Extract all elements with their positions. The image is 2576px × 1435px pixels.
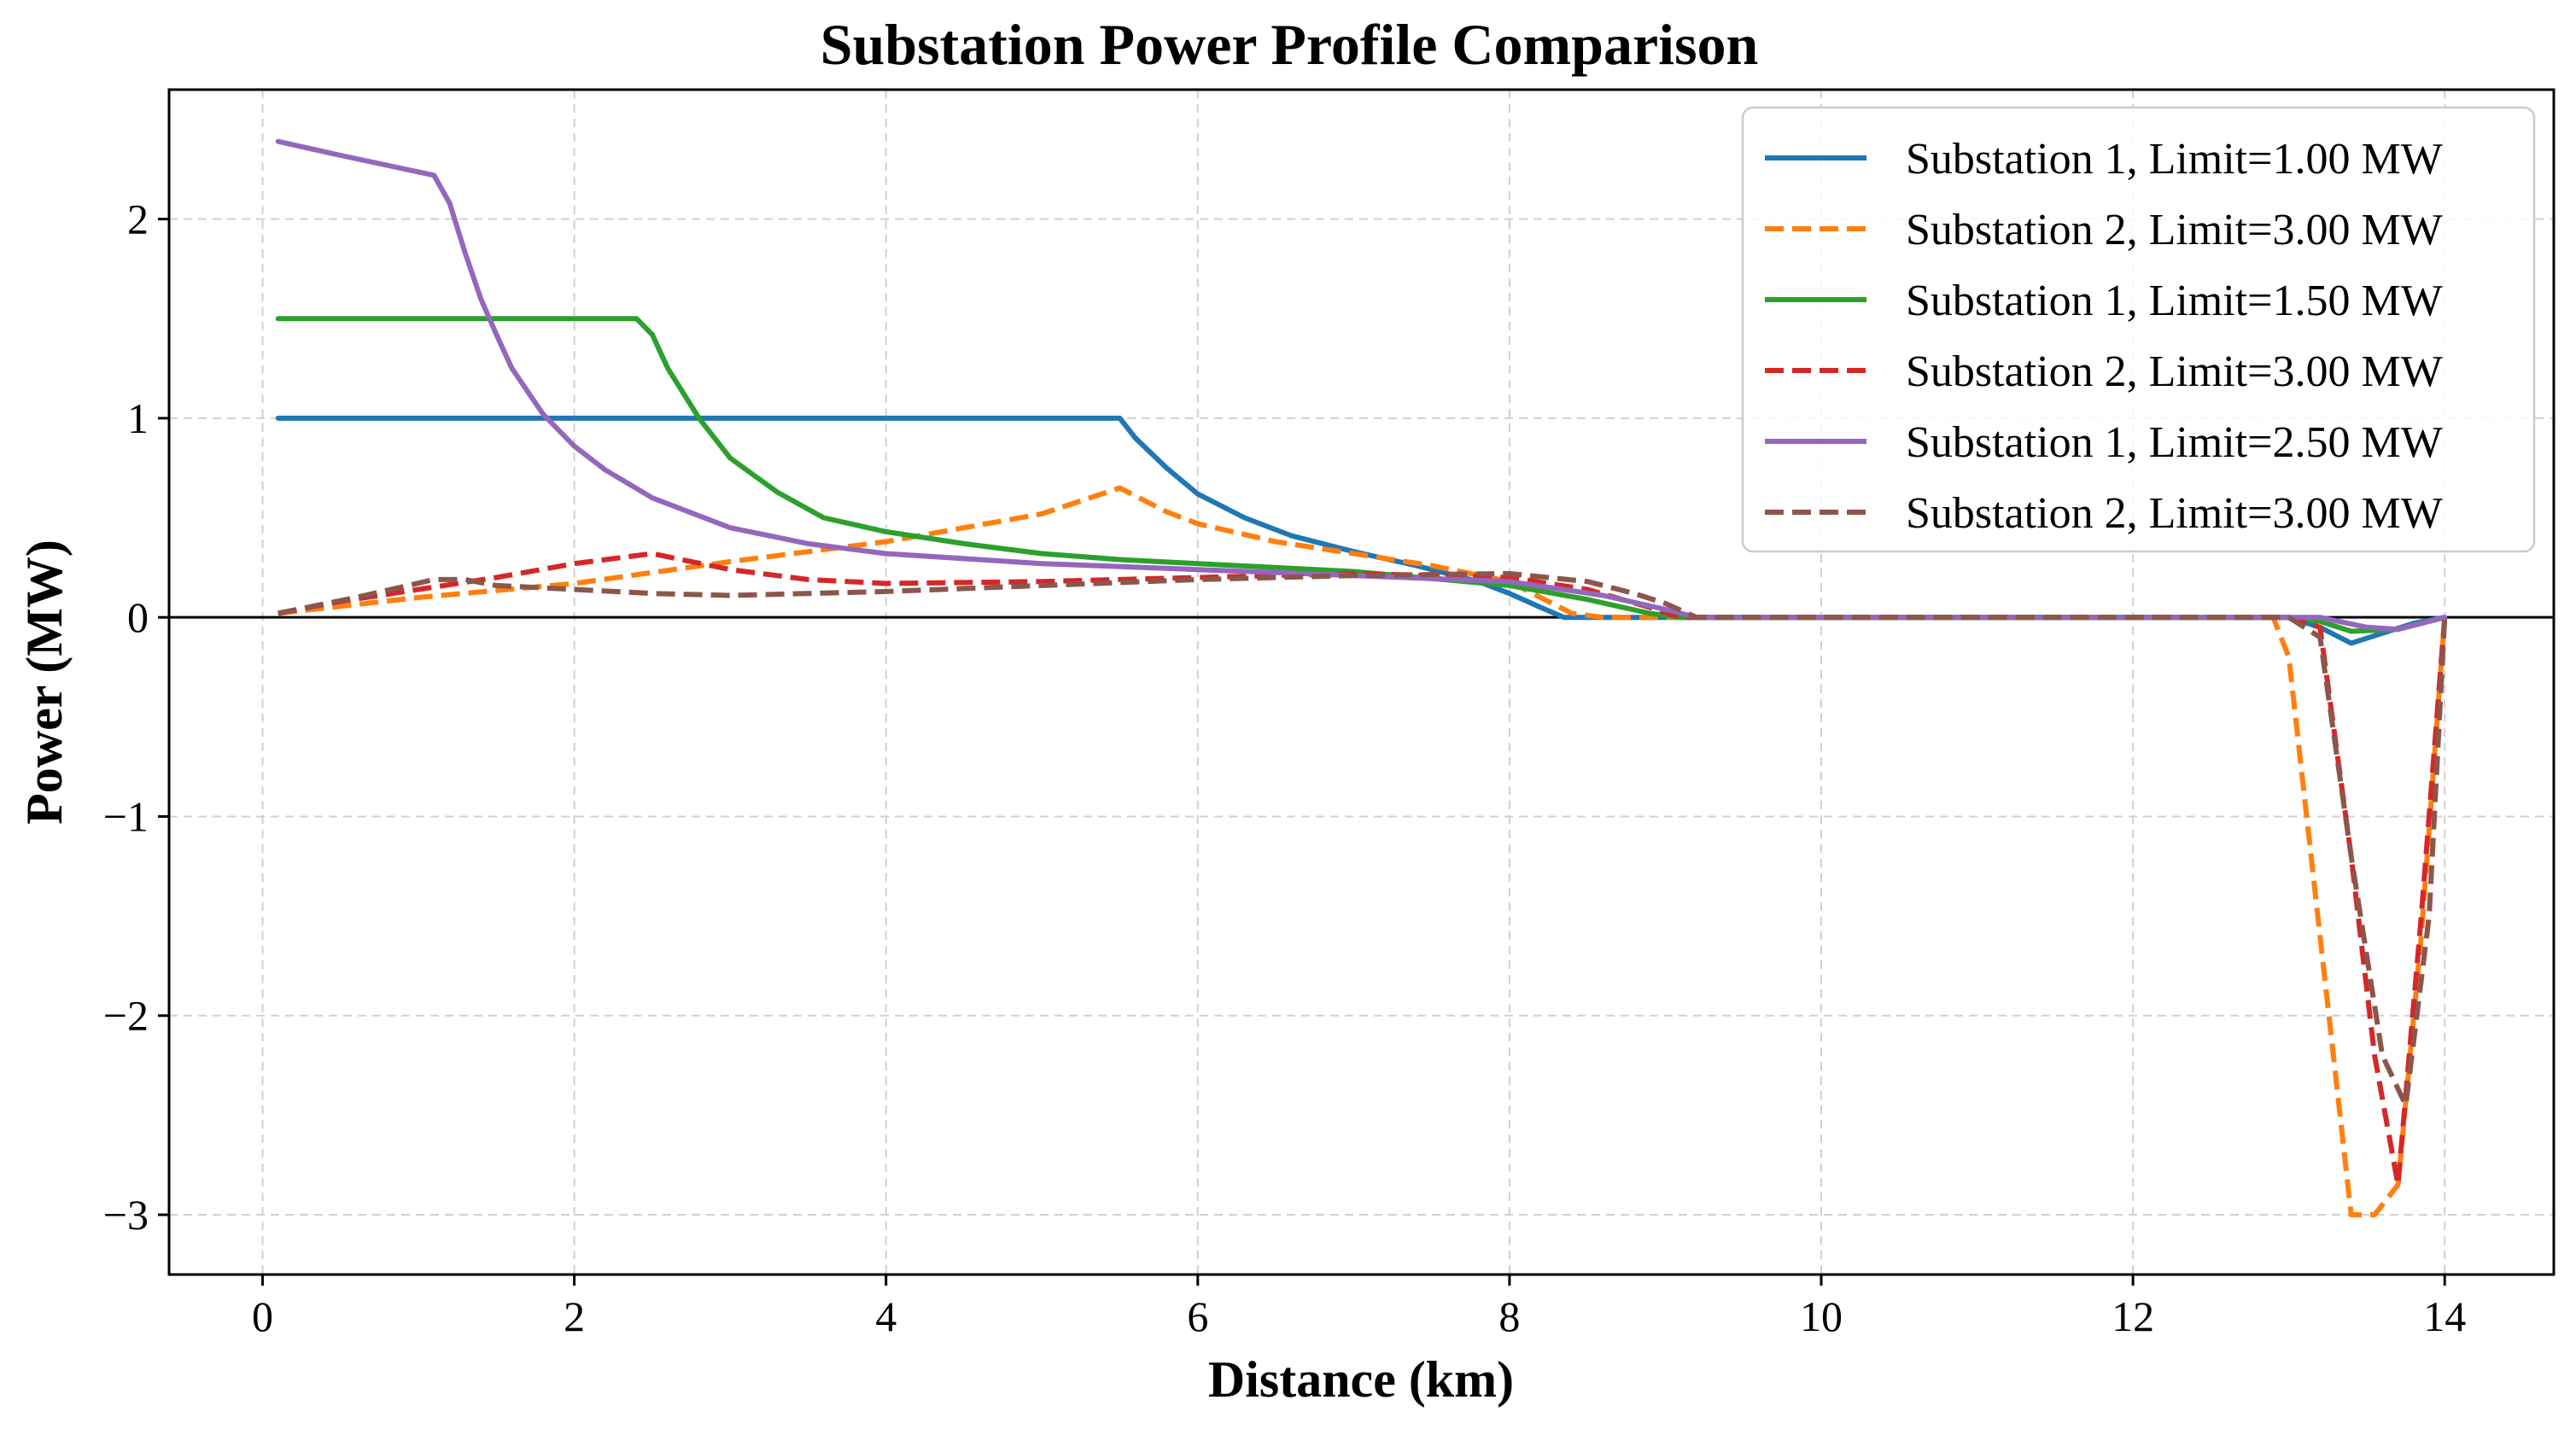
series-layer xyxy=(275,138,2448,1217)
y-tick-label: −1 xyxy=(103,792,149,840)
plot-frame xyxy=(167,88,2556,1276)
y-tick-label: 0 xyxy=(127,593,149,641)
x-axis-label: Distance (km) xyxy=(1208,1351,1514,1408)
y-tick-label: 1 xyxy=(127,394,149,442)
x-tick-label: 2 xyxy=(564,1292,585,1340)
legend-label-2: Substation 2, Limit=3.00 MW xyxy=(1906,206,2443,254)
x-tick-label: 8 xyxy=(1498,1292,1520,1340)
y-tick-label: 2 xyxy=(127,195,149,243)
legend-label-4: Substation 2, Limit=3.00 MW xyxy=(1906,347,2443,396)
y-tick-label: −3 xyxy=(103,1191,149,1239)
x-tick-label: 14 xyxy=(2423,1292,2466,1340)
legend-box xyxy=(1741,106,2536,553)
series-line-2 xyxy=(277,485,2448,1217)
y-tick-label: −2 xyxy=(103,992,149,1040)
legend-label-1: Substation 1, Limit=1.00 MW xyxy=(1906,135,2443,184)
x-tick-label: 10 xyxy=(1800,1292,1843,1340)
series-line-4 xyxy=(277,551,2448,1187)
x-tick-label: 12 xyxy=(2112,1292,2154,1340)
legend-label-3: Substation 1, Limit=1.50 MW xyxy=(1906,277,2443,325)
x-tick-label: 6 xyxy=(1187,1292,1208,1340)
series-line-6 xyxy=(277,570,2448,1108)
x-tick-label: 0 xyxy=(252,1292,273,1340)
chart-title: Substation Power Profile Comparison xyxy=(821,12,1759,77)
legend-label-6: Substation 2, Limit=3.00 MW xyxy=(1906,489,2443,538)
legend-label-5: Substation 1, Limit=2.50 MW xyxy=(1906,418,2443,467)
y-axis-label: Power (MW) xyxy=(16,540,73,825)
legend: Substation 1, Limit=1.00 MW Substation 2,… xyxy=(1741,106,2536,553)
x-tick-label: 4 xyxy=(875,1292,897,1340)
